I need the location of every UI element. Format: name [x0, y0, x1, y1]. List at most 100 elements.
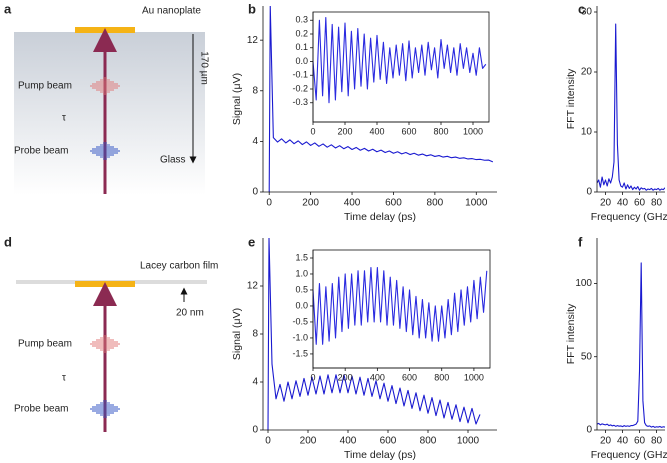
y-tick-label: 100	[575, 278, 592, 289]
thickness-label: 20 nm	[176, 308, 204, 319]
diagram-d: d Lacey carbon film 20 nm Pump beam τ Pr…	[4, 234, 218, 432]
pulse	[90, 142, 120, 160]
y-tick-label: -0.5	[292, 316, 308, 326]
x-tick-label: 200	[338, 372, 353, 382]
y-tick-label: -0.1	[292, 70, 308, 80]
diagram-a: a Au nanoplate Pump beam τ Probe beam Gl…	[4, 1, 209, 195]
y-axis-title: FFT intensity	[565, 303, 577, 364]
y-tick-label: 10	[581, 127, 593, 138]
y-tick-label: 0	[252, 187, 258, 198]
y-tick-label: 0.5	[295, 284, 308, 294]
y-tick-label: 8	[252, 85, 258, 96]
au-nanoplate	[75, 281, 135, 287]
y-tick-label: 0	[252, 425, 258, 436]
thickness-label: 170 µm	[198, 51, 209, 85]
x-tick-label: 1000	[457, 436, 480, 447]
x-tick-label: 20	[600, 198, 612, 209]
x-tick-label: 200	[302, 198, 319, 209]
x-tick-label: 40	[617, 198, 629, 209]
y-tick-label: 0	[586, 425, 592, 436]
x-tick-label: 60	[634, 198, 646, 209]
y-axis-title: Signal (μV)	[231, 308, 243, 360]
panel-letter: b	[248, 1, 256, 16]
medium-label: Glass	[160, 155, 186, 166]
chart: 20 40 60 80 0 50 100 Frequency (GHz) FFT intensi…	[565, 234, 667, 460]
glass-substrate	[14, 32, 205, 195]
y-tick-label: 20	[581, 67, 593, 78]
y-tick-label: 4	[252, 377, 258, 388]
probe-label: Probe beam	[14, 146, 68, 157]
x-tick-label: 20	[600, 436, 612, 447]
y-tick-label: 0	[586, 187, 592, 198]
panel-letter: f	[578, 234, 583, 249]
x-tick-label: 600	[385, 198, 402, 209]
chart: 0 200 400 600 800 1000 0 4 8 12 Time delay (ps) Sig…	[231, 1, 497, 223]
pump-label: Pump beam	[18, 339, 72, 350]
signal-line	[597, 262, 665, 428]
chart: 20 40 60 80 0 10 20 30 Frequency (GHz) FFT intens…	[565, 1, 667, 222]
pump-label: Pump beam	[18, 81, 72, 92]
y-tick-label: 4	[252, 136, 258, 147]
x-tick-label: 600	[401, 126, 416, 136]
y-tick-label: 12	[247, 281, 259, 292]
x-axis-title: Time delay (ps)	[344, 211, 416, 223]
x-tick-label: 200	[300, 436, 317, 447]
x-tick-label: 800	[434, 372, 449, 382]
y-tick-label: 50	[581, 351, 593, 362]
signal-line	[268, 6, 494, 192]
inset-chart: 0 200 400 600 800 1000 0.3 0.2 0.1 0.0 -0.1 -0.2 -0.…	[292, 11, 490, 136]
y-axis-title: FFT intensity	[565, 68, 577, 129]
y-tick-label: -0.2	[292, 83, 308, 93]
x-tick-label: 800	[420, 436, 437, 447]
x-tick-label: 400	[340, 436, 357, 447]
x-tick-label: 400	[370, 372, 385, 382]
x-tick-label: 600	[380, 436, 397, 447]
x-axis-title: Frequency (GHz)	[591, 211, 667, 223]
x-tick-label: 800	[427, 198, 444, 209]
pulse	[90, 77, 120, 95]
delay-label: τ	[62, 373, 66, 384]
y-tick-label: 0.1	[295, 42, 308, 52]
x-tick-label: 800	[433, 126, 448, 136]
x-tick-label: 0	[310, 126, 315, 136]
panel-letter: a	[4, 1, 12, 16]
delay-label: τ	[62, 113, 66, 124]
y-tick-label: 8	[252, 329, 258, 340]
x-tick-label: 60	[634, 436, 646, 447]
au-nanoplate	[75, 27, 135, 33]
x-tick-label: 0	[310, 372, 315, 382]
x-tick-label: 0	[266, 198, 272, 209]
pulse	[90, 335, 120, 353]
y-tick-label: 0.0	[295, 56, 308, 66]
y-tick-label: 1.5	[295, 252, 308, 262]
x-tick-label: 1000	[463, 126, 483, 136]
panel-letter: d	[4, 234, 12, 249]
y-axis-title: Signal (μV)	[231, 73, 243, 125]
panel-letter: e	[248, 234, 255, 249]
y-tick-label: 1.0	[295, 268, 308, 278]
chart: 0 200 400 600 800 1000 0 4 8 12 Time delay (ps) Sig…	[231, 234, 497, 461]
y-tick-label: 30	[581, 7, 593, 18]
x-tick-label: 600	[402, 372, 417, 382]
y-tick-label: -0.3	[292, 97, 308, 107]
x-tick-label: 40	[617, 436, 629, 447]
panel-letter: c	[578, 1, 585, 16]
y-tick-label: 0.0	[295, 300, 308, 310]
pulse	[90, 400, 120, 418]
x-axis-title: Time delay (ps)	[344, 449, 416, 461]
film-label: Lacey carbon film	[140, 261, 218, 272]
x-tick-label: 1000	[464, 372, 484, 382]
x-tick-label: 80	[651, 436, 663, 447]
x-tick-label: 80	[651, 198, 663, 209]
y-tick-label: -1.5	[292, 348, 308, 358]
x-tick-label: 200	[337, 126, 352, 136]
x-tick-label: 1000	[465, 198, 488, 209]
inset-background	[312, 11, 490, 123]
signal-line	[597, 23, 665, 191]
x-tick-label: 400	[344, 198, 361, 209]
y-tick-label: 0.3	[295, 15, 308, 25]
y-tick-label: -1.0	[292, 332, 308, 342]
x-tick-label: 0	[265, 436, 271, 447]
inset-chart: 0 200 400 600 800 1000 1.5 1.0 0.5 0.0 -0.5 -1.0 -1.…	[292, 249, 491, 382]
